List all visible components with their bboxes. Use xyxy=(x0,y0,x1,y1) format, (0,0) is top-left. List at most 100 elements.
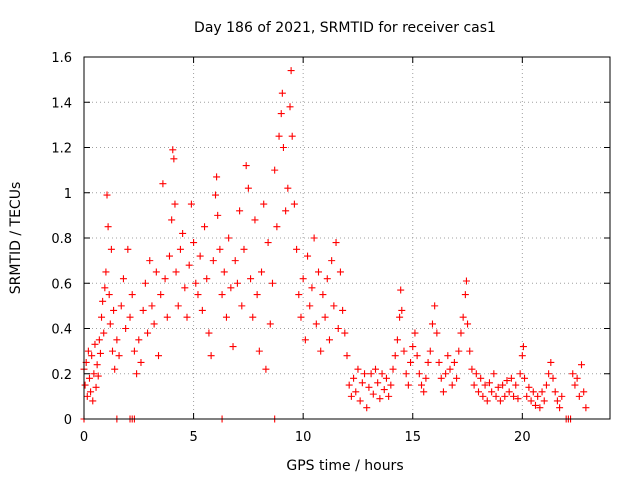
data-point xyxy=(187,200,195,208)
data-point xyxy=(90,370,98,378)
data-point xyxy=(128,291,136,299)
data-point xyxy=(92,383,100,391)
data-point xyxy=(242,162,250,170)
data-point xyxy=(411,329,419,337)
data-point xyxy=(512,381,520,389)
data-point xyxy=(277,110,285,118)
data-point xyxy=(310,234,318,242)
data-point xyxy=(99,297,107,305)
data-point xyxy=(165,252,173,260)
data-point xyxy=(284,184,292,192)
data-point xyxy=(100,329,108,337)
data-point xyxy=(542,381,550,389)
data-point xyxy=(437,374,445,382)
data-point xyxy=(279,144,287,151)
data-point xyxy=(161,275,169,283)
data-point xyxy=(244,184,252,192)
data-point xyxy=(519,343,527,351)
data-point xyxy=(442,370,450,378)
data-point xyxy=(496,397,504,405)
y-tick-label: 1.6 xyxy=(51,51,72,66)
data-point xyxy=(146,257,154,265)
data-point xyxy=(407,358,415,366)
data-point xyxy=(525,383,533,391)
data-point xyxy=(174,302,182,310)
data-point xyxy=(102,268,110,276)
data-point xyxy=(462,277,470,285)
data-point xyxy=(380,386,388,394)
data-point xyxy=(133,370,141,378)
data-point xyxy=(490,370,498,378)
data-point xyxy=(461,291,469,299)
data-point xyxy=(479,392,487,400)
data-point xyxy=(251,216,259,224)
data-point xyxy=(475,388,482,396)
data-point xyxy=(225,234,233,242)
data-point xyxy=(105,291,113,299)
data-point xyxy=(287,67,295,75)
data-point xyxy=(220,268,228,276)
data-point xyxy=(483,397,491,405)
data-point xyxy=(321,313,329,321)
x-axis-label: GPS time / hours xyxy=(286,458,403,474)
data-point xyxy=(194,291,202,299)
data-point xyxy=(297,313,305,321)
data-point xyxy=(435,358,443,366)
data-point xyxy=(459,313,467,321)
y-tick-label: 0.8 xyxy=(51,232,72,247)
data-point xyxy=(328,257,336,265)
data-point xyxy=(549,374,557,382)
data-point xyxy=(295,291,303,299)
data-point xyxy=(278,89,286,97)
y-tick-label: 0 xyxy=(64,413,72,428)
data-point xyxy=(536,404,544,412)
data-point xyxy=(529,388,537,396)
data-point xyxy=(85,374,93,382)
data-point xyxy=(268,279,276,287)
data-point xyxy=(148,302,156,310)
data-point xyxy=(365,383,373,391)
y-tick-label: 1.4 xyxy=(51,96,72,111)
x-tick-label: 0 xyxy=(80,430,88,445)
data-point xyxy=(170,155,178,163)
data-point xyxy=(198,306,206,314)
data-point xyxy=(205,329,213,337)
data-point xyxy=(247,275,255,283)
y-tick-label: 0.6 xyxy=(51,277,72,292)
data-point xyxy=(203,275,211,283)
data-point xyxy=(433,329,441,337)
data-point xyxy=(238,302,246,310)
data-point xyxy=(288,132,296,140)
data-points xyxy=(80,67,590,423)
data-point xyxy=(266,320,274,328)
data-point xyxy=(485,379,493,387)
data-point xyxy=(457,329,465,337)
y-tick-label: 0.4 xyxy=(51,323,72,338)
data-point xyxy=(207,352,215,360)
data-point xyxy=(571,381,579,389)
data-point xyxy=(499,381,507,389)
data-point xyxy=(273,223,281,231)
data-point xyxy=(534,392,542,400)
data-point xyxy=(93,361,101,369)
data-point xyxy=(448,381,456,389)
axis-ticks: 0 5 10 15 20 0 0.2 0.4 0.6 0.8 1 1.2 1.4 1.6 xyxy=(51,51,610,445)
data-point xyxy=(569,370,577,378)
data-point xyxy=(415,370,423,378)
data-point xyxy=(144,329,152,337)
data-point xyxy=(505,388,513,396)
data-point xyxy=(397,286,405,294)
data-point xyxy=(501,392,509,400)
grid-lines xyxy=(83,56,610,420)
data-point xyxy=(409,343,417,351)
data-point xyxy=(218,291,226,299)
data-point xyxy=(231,257,239,265)
data-point xyxy=(169,146,177,154)
data-point xyxy=(299,275,307,283)
data-point xyxy=(152,268,160,276)
data-point xyxy=(444,352,452,360)
data-point xyxy=(334,325,342,332)
data-point xyxy=(494,383,502,391)
data-point xyxy=(538,388,546,396)
data-point xyxy=(81,381,89,389)
